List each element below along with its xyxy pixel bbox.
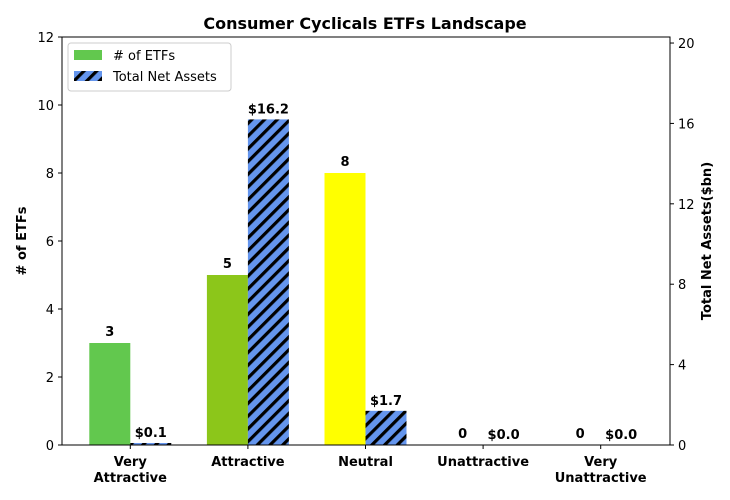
right-axis-ticks: 0 4 8 12 16 20 bbox=[670, 37, 695, 454]
right-tick-label: 12 bbox=[678, 198, 695, 213]
legend-swatch-net-assets bbox=[74, 71, 102, 81]
left-tick-label: 12 bbox=[37, 31, 54, 46]
category-axis-ticks: Very Attractive Attractive Neutral Unattract… bbox=[94, 445, 647, 486]
right-tick-label: 20 bbox=[678, 37, 695, 52]
plot-frame bbox=[61, 36, 671, 446]
bars-layer bbox=[89, 119, 407, 446]
legend-box bbox=[67, 42, 232, 92]
data-label-net-assets: $1.7 bbox=[370, 394, 402, 409]
data-label-etfs: 0 bbox=[458, 427, 467, 442]
category-tick-label: Unattractive bbox=[437, 455, 529, 470]
legend: # of ETFs Total Net Assets bbox=[67, 42, 232, 92]
category-tick-label: Very Attractive bbox=[94, 455, 168, 486]
chart-title: Consumer Cyclicals ETFs Landscape bbox=[203, 14, 526, 33]
bar-etfs bbox=[324, 173, 366, 445]
data-label-etfs: 8 bbox=[340, 155, 349, 170]
y2-axis-label: Total Net Assets($bn) bbox=[700, 162, 715, 320]
y-axis-label: # of ETFs bbox=[15, 206, 30, 275]
legend-label-net-assets: Total Net Assets bbox=[112, 70, 217, 85]
data-label-net-assets: $0.0 bbox=[605, 428, 637, 443]
data-label-net-assets: $0.0 bbox=[488, 428, 520, 443]
right-tick-label: 4 bbox=[678, 359, 686, 374]
category-tick-label: Very Unattractive bbox=[555, 455, 647, 486]
category-tick-label: Neutral bbox=[338, 455, 393, 470]
bar-etfs bbox=[89, 343, 131, 445]
bar-net-assets bbox=[130, 442, 172, 445]
legend-label-etfs: # of ETFs bbox=[113, 49, 175, 64]
right-tick-label: 8 bbox=[678, 278, 686, 293]
right-tick-label: 16 bbox=[678, 117, 695, 132]
category-tick-label: Attractive bbox=[211, 455, 285, 470]
left-tick-label: 6 bbox=[46, 235, 54, 250]
data-label-net-assets: $0.1 bbox=[135, 426, 167, 441]
left-tick-label: 0 bbox=[46, 439, 54, 454]
bar-net-assets bbox=[365, 410, 407, 445]
left-tick-label: 8 bbox=[46, 167, 54, 182]
right-tick-label: 0 bbox=[678, 439, 686, 454]
data-label-etfs: 5 bbox=[223, 257, 232, 272]
left-tick-label: 10 bbox=[37, 99, 54, 114]
bar-net-assets bbox=[247, 119, 289, 446]
data-label-etfs: 3 bbox=[105, 325, 114, 340]
bar-etfs bbox=[206, 275, 248, 445]
left-tick-label: 2 bbox=[46, 371, 54, 386]
legend-swatch-etfs bbox=[74, 50, 102, 60]
left-tick-label: 4 bbox=[46, 303, 54, 318]
data-label-etfs: 0 bbox=[576, 427, 585, 442]
left-axis-ticks: 0 2 4 6 8 10 12 bbox=[37, 31, 62, 454]
data-label-net-assets: $16.2 bbox=[248, 102, 289, 117]
data-labels-layer: 3 $0.1 5 $16.2 8 $1.7 0 $0.0 0 $0.0 bbox=[105, 102, 637, 443]
